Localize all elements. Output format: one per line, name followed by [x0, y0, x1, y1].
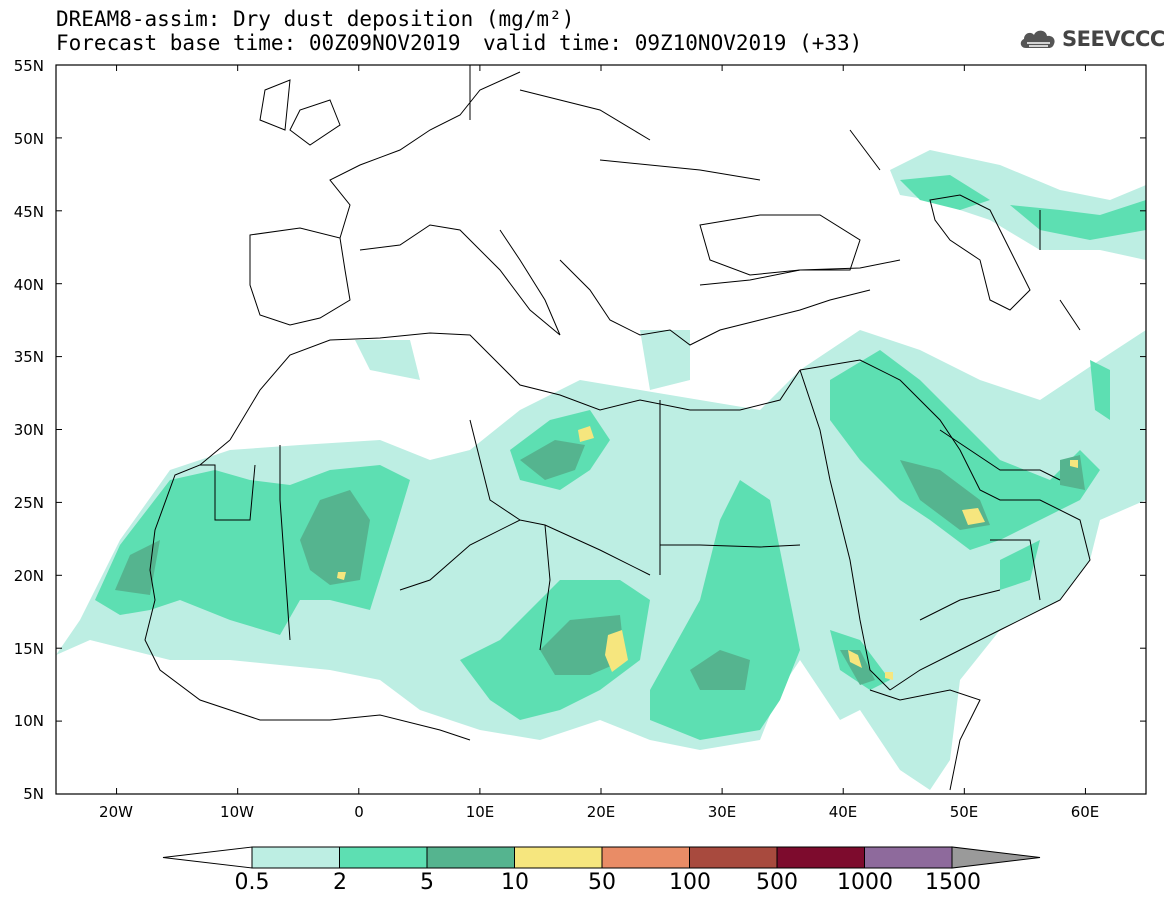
legend-level-label: 500: [756, 870, 798, 895]
axis-ticks: [56, 64, 1146, 795]
legend-level-label: 50: [588, 870, 616, 895]
coastlines-and-borders: [144, 65, 1091, 791]
logo-text: SEEVCCC: [1062, 27, 1165, 51]
lat-label: 25N: [13, 494, 44, 512]
legend-level-label: 10: [501, 870, 529, 895]
lon-label: 20W: [99, 803, 133, 821]
legend-level-label: 1500: [925, 870, 981, 895]
map-title: DREAM8-assim: Dry dust deposition (mg/m²…: [56, 7, 575, 31]
lat-label: 5N: [23, 785, 44, 803]
legend-level-label: 1000: [837, 870, 893, 895]
lon-label: 20E: [586, 803, 616, 821]
legend-level-label: 100: [669, 870, 711, 895]
lat-label: 40N: [13, 276, 44, 294]
dust-deposition-field: [56, 150, 1146, 790]
lat-label: 50N: [13, 130, 44, 148]
lat-label: 35N: [13, 348, 44, 366]
legend-level-label: 2: [333, 870, 347, 895]
lat-label: 10N: [13, 712, 44, 730]
lon-label: 40E: [828, 803, 858, 821]
forecast-base-time: Forecast base time: 00Z09NOV2019: [56, 31, 461, 55]
lat-label: 20N: [13, 567, 44, 585]
lon-label: 0: [354, 803, 364, 821]
cloud-icon: [1020, 30, 1055, 48]
lon-label: 10W: [220, 803, 254, 821]
lon-label: 10E: [465, 803, 495, 821]
lat-label: 30N: [13, 421, 44, 439]
seevccc-logo: SEEVCCC: [1018, 26, 1165, 52]
lon-label: 50E: [949, 803, 979, 821]
lat-label: 15N: [13, 640, 44, 658]
lon-label: 60E: [1070, 803, 1100, 821]
valid-time: valid time: 09Z10NOV2019 (+33): [483, 31, 863, 55]
legend-level-label: 5: [420, 870, 434, 895]
legend-level-label: 0.5: [234, 870, 270, 895]
lat-label: 55N: [13, 57, 44, 75]
lon-label: 30E: [707, 803, 737, 821]
lat-label: 45N: [13, 203, 44, 221]
